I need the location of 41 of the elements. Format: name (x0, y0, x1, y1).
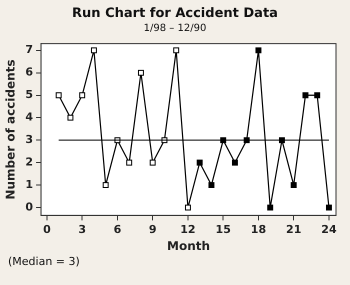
y-tick-label: 2 (25, 155, 34, 168)
x-tick-label: 18 (250, 222, 266, 236)
point (90, 47, 97, 54)
point (314, 92, 320, 98)
point (232, 160, 238, 166)
x-tick-label: 24 (321, 222, 337, 236)
x-tick-label: 15 (216, 222, 231, 236)
x-tick-label: 21 (286, 222, 302, 236)
y-tick-label: 6 (25, 66, 34, 79)
point (326, 204, 332, 211)
point (208, 182, 214, 188)
point (79, 92, 86, 98)
y-axis-title: Number of accidents (3, 59, 18, 200)
point (150, 160, 156, 166)
chart-title: Run Chart for Accident Data (71, 6, 279, 21)
y-tick-label: 4 (25, 110, 34, 124)
y-tick-label: 3 (25, 133, 34, 146)
point (196, 160, 203, 166)
point (102, 182, 109, 188)
y-tick-label: 5 (25, 88, 34, 102)
point (56, 92, 62, 98)
point (138, 70, 144, 76)
point (290, 182, 297, 188)
x-tick-label: 9 (148, 222, 157, 236)
point (67, 114, 74, 121)
y-tick-label: 7 (25, 43, 34, 56)
y-tick-label: 1 (25, 178, 34, 191)
chart-subtitle: 1/98 – 12/90 (142, 23, 208, 34)
point (173, 47, 180, 54)
point (184, 204, 191, 211)
point (302, 92, 308, 98)
y-tick-label: 0 (25, 200, 34, 214)
point (267, 204, 274, 211)
point (255, 47, 262, 54)
x-tick-label: 3 (78, 222, 86, 236)
x-axis-title: Month (167, 238, 210, 253)
x-tick-label: 0 (43, 222, 52, 236)
point (126, 160, 132, 166)
text: (Median = 3) (8, 255, 80, 268)
x-tick-label: 6 (114, 222, 122, 236)
x-tick-label: 12 (180, 222, 196, 236)
